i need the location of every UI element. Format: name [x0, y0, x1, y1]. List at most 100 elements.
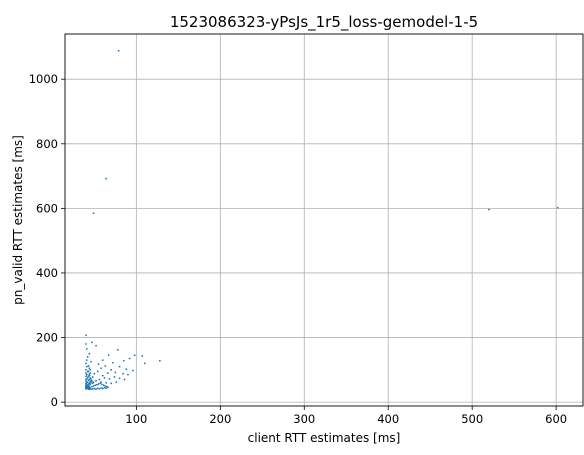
y-tick-label: 200: [36, 331, 58, 345]
data-point: [98, 387, 101, 390]
data-point: [94, 384, 97, 387]
data-point: [90, 385, 93, 388]
data-point: [89, 377, 92, 379]
data-point: [100, 381, 103, 384]
y-tick-label: 600: [36, 201, 58, 215]
data-point: [106, 385, 108, 388]
data-point: [118, 377, 121, 380]
data-point: [85, 387, 87, 390]
data-point: [91, 376, 94, 378]
data-point: [101, 374, 104, 377]
data-point: [85, 368, 87, 371]
data-point: [141, 355, 144, 357]
x-tick-label: 100: [125, 412, 147, 426]
chart-title: 1523086323-yPsJs_1r5_loss-gemodel-1-5: [170, 13, 478, 32]
data-point: [88, 352, 91, 355]
x-axis-ticks: 100 200 300 400 500 600: [125, 406, 567, 426]
data-point: [85, 347, 88, 350]
data-point: [122, 372, 124, 375]
data-point: [104, 385, 107, 387]
data-point: [86, 376, 89, 379]
data-point: [110, 368, 113, 371]
x-tick-label: 200: [209, 412, 231, 426]
data-point: [92, 385, 95, 387]
data-point: [96, 370, 99, 373]
data-point: [89, 380, 92, 383]
data-point: [122, 359, 125, 362]
y-axis-ticks: 0 200 400 600 800 1000: [29, 72, 65, 409]
data-point: [125, 368, 128, 371]
data-point: [90, 379, 92, 382]
y-tick-label: 0: [51, 395, 58, 409]
y-tick-label: 1000: [29, 72, 58, 86]
data-point: [101, 387, 104, 390]
data-point: [127, 373, 129, 376]
data-point: [123, 378, 126, 381]
data-point: [96, 383, 98, 386]
data-point: [95, 379, 97, 382]
data-point: [87, 365, 90, 367]
data-point: [132, 369, 134, 372]
data-point: [103, 377, 106, 379]
data-point: [105, 381, 108, 384]
data-point: [92, 212, 95, 215]
data-point: [97, 383, 100, 385]
data-point: [105, 177, 108, 180]
x-tick-label: 400: [377, 412, 399, 426]
data-point: [100, 387, 103, 389]
data-point: [488, 208, 490, 211]
data-point: [98, 378, 101, 381]
data-point: [89, 372, 92, 374]
data-point: [90, 388, 92, 391]
data-point: [101, 383, 103, 386]
data-point: [89, 387, 92, 389]
data-point: [85, 378, 87, 381]
data-point: [85, 365, 88, 368]
data-point: [158, 359, 161, 362]
data-point: [87, 370, 90, 373]
y-axis-label: pn_valid RTT estimates [ms]: [11, 135, 25, 305]
data-point: [133, 354, 136, 357]
data-point: [128, 357, 131, 360]
data-point: [85, 380, 87, 383]
data-point: [95, 344, 97, 347]
data-point: [90, 360, 92, 363]
data-point: [85, 362, 87, 365]
data-point: [108, 377, 111, 380]
data-point: [114, 371, 117, 374]
plot-frame: [64, 33, 584, 407]
data-point: [90, 341, 93, 344]
data-point: [118, 365, 121, 368]
data-point: [113, 376, 116, 378]
data-point: [85, 372, 87, 374]
data-point: [88, 367, 91, 370]
data-point: [93, 372, 96, 375]
x-tick-label: 300: [293, 412, 315, 426]
y-tick-label: 400: [36, 266, 58, 280]
data-point: [88, 374, 91, 377]
data-point: [85, 373, 88, 376]
data-point: [556, 206, 559, 209]
data-point: [92, 381, 95, 384]
data-point: [95, 388, 97, 391]
data-point: [104, 365, 107, 367]
data-point: [117, 49, 120, 52]
data-point: [93, 387, 96, 390]
data-point: [143, 362, 146, 365]
data-point: [91, 382, 94, 385]
data-point: [100, 367, 103, 370]
grid: [65, 34, 583, 406]
data-point: [101, 359, 104, 362]
data-point: [111, 361, 114, 364]
data-point: [110, 382, 113, 385]
data-point: [85, 375, 87, 378]
data-point: [91, 387, 94, 390]
x-tick-label: 500: [461, 412, 483, 426]
data-point: [97, 363, 100, 365]
y-tick-label: 800: [36, 137, 58, 151]
data-point: [96, 387, 99, 390]
x-axis-label: client RTT estimates [ms]: [248, 431, 401, 445]
data-point: [105, 387, 108, 390]
data-point: [89, 368, 92, 371]
